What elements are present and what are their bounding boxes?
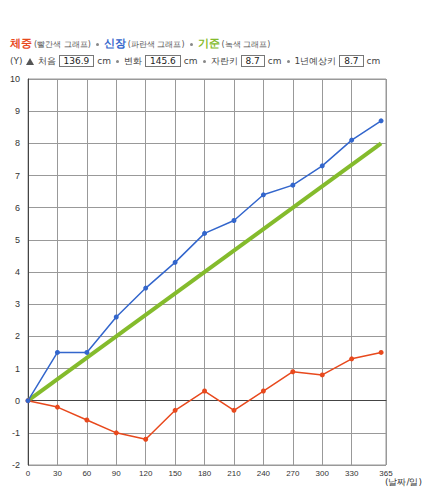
svg-text:300: 300	[316, 469, 330, 478]
svg-text:240: 240	[257, 469, 271, 478]
html-text:변화: 변화	[124, 56, 142, 66]
html-text:cm: cm	[366, 56, 381, 66]
html-text:기준(녹색 그래프): 기준(녹색 그래프)	[197, 37, 271, 50]
svg-text:10: 10	[10, 74, 20, 84]
html-text:cm: cm	[97, 56, 111, 66]
html-text:cm: cm	[183, 56, 198, 66]
svg-text:-1: -1	[12, 428, 20, 438]
svg-text:-2: -2	[12, 460, 20, 470]
svg-text:4: 4	[15, 267, 20, 277]
svg-text:2: 2	[15, 331, 20, 341]
svg-text:1: 1	[15, 364, 20, 374]
svg-text:270: 270	[286, 469, 300, 478]
svg-text:180: 180	[198, 469, 212, 478]
html-text:체중 (빨간색 그래프): 체중 (빨간색 그래프)	[10, 37, 91, 50]
svg-text:7: 7	[15, 171, 20, 181]
html-text:신장(파란색 그래프): 신장(파란색 그래프)	[103, 37, 185, 50]
svg-text:9: 9	[15, 106, 20, 116]
html-text:처음: 처음	[37, 56, 56, 66]
html-text:1년예상키: 1년예상키	[294, 56, 337, 66]
svg-text:120: 120	[139, 469, 153, 478]
html-text:8.7: 8.7	[245, 56, 260, 66]
html-text:자란키: 자란키	[210, 56, 238, 66]
svg-text:6: 6	[15, 203, 20, 213]
svg-text:90: 90	[112, 469, 121, 478]
html-text:cm: cm	[267, 56, 282, 66]
svg-text:5: 5	[15, 235, 20, 245]
html-text:(날짜/일): (날짜/일)	[384, 477, 422, 487]
svg-text:8: 8	[15, 138, 20, 148]
html-text:145.6: 145.6	[150, 56, 176, 66]
svg-text:0: 0	[26, 469, 31, 478]
svg-text:365: 365	[379, 469, 393, 478]
html-text:136.9: 136.9	[63, 56, 90, 66]
svg-text:330: 330	[345, 469, 359, 478]
html-text:(Y): (Y)	[10, 56, 23, 66]
svg-text:30: 30	[53, 469, 62, 478]
html-text:8.7: 8.7	[344, 56, 359, 66]
svg-text:0: 0	[15, 396, 20, 406]
svg-text:150: 150	[168, 469, 182, 478]
svg-text:3: 3	[15, 299, 20, 309]
svg-text:60: 60	[82, 469, 91, 478]
svg-text:210: 210	[227, 469, 241, 478]
